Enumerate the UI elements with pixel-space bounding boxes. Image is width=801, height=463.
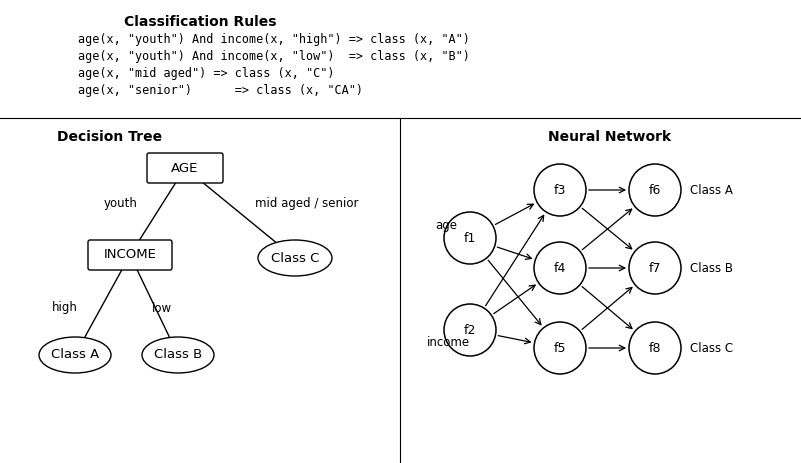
Text: income: income	[427, 336, 470, 349]
Text: f3: f3	[553, 183, 566, 196]
Ellipse shape	[142, 337, 214, 373]
Text: AGE: AGE	[171, 162, 199, 175]
Text: Class A: Class A	[690, 183, 733, 196]
Text: f2: f2	[464, 324, 476, 337]
Circle shape	[629, 322, 681, 374]
Text: f5: f5	[553, 342, 566, 355]
Text: age: age	[435, 219, 457, 232]
Text: Decision Tree: Decision Tree	[58, 130, 163, 144]
Text: low: low	[152, 301, 172, 314]
Text: Class B: Class B	[154, 349, 202, 362]
Text: INCOME: INCOME	[103, 249, 156, 262]
Circle shape	[629, 242, 681, 294]
Text: Neural Network: Neural Network	[549, 130, 671, 144]
Circle shape	[534, 242, 586, 294]
Text: age(x, "mid aged") => class (x, "C"): age(x, "mid aged") => class (x, "C")	[78, 67, 335, 80]
Text: f7: f7	[649, 262, 662, 275]
Circle shape	[444, 212, 496, 264]
FancyBboxPatch shape	[88, 240, 172, 270]
Ellipse shape	[258, 240, 332, 276]
Text: age(x, "youth") And income(x, "high") => class (x, "A"): age(x, "youth") And income(x, "high") =>…	[78, 33, 470, 46]
Text: Class A: Class A	[51, 349, 99, 362]
Text: f8: f8	[649, 342, 662, 355]
Text: f4: f4	[553, 262, 566, 275]
Text: f6: f6	[649, 183, 661, 196]
Circle shape	[444, 304, 496, 356]
Text: age(x, "youth") And income(x, "low")  => class (x, "B"): age(x, "youth") And income(x, "low") => …	[78, 50, 470, 63]
Text: high: high	[52, 301, 78, 314]
Circle shape	[629, 164, 681, 216]
Text: Class C: Class C	[271, 251, 319, 264]
Text: Class C: Class C	[690, 342, 733, 355]
Ellipse shape	[39, 337, 111, 373]
Text: youth: youth	[104, 198, 138, 211]
Text: age(x, "senior")      => class (x, "CA"): age(x, "senior") => class (x, "CA")	[78, 84, 363, 97]
Circle shape	[534, 164, 586, 216]
Text: f1: f1	[464, 232, 476, 244]
Circle shape	[534, 322, 586, 374]
Text: mid aged / senior: mid aged / senior	[255, 196, 359, 209]
Text: Classification Rules: Classification Rules	[123, 15, 276, 29]
FancyBboxPatch shape	[147, 153, 223, 183]
Text: Class B: Class B	[690, 262, 733, 275]
